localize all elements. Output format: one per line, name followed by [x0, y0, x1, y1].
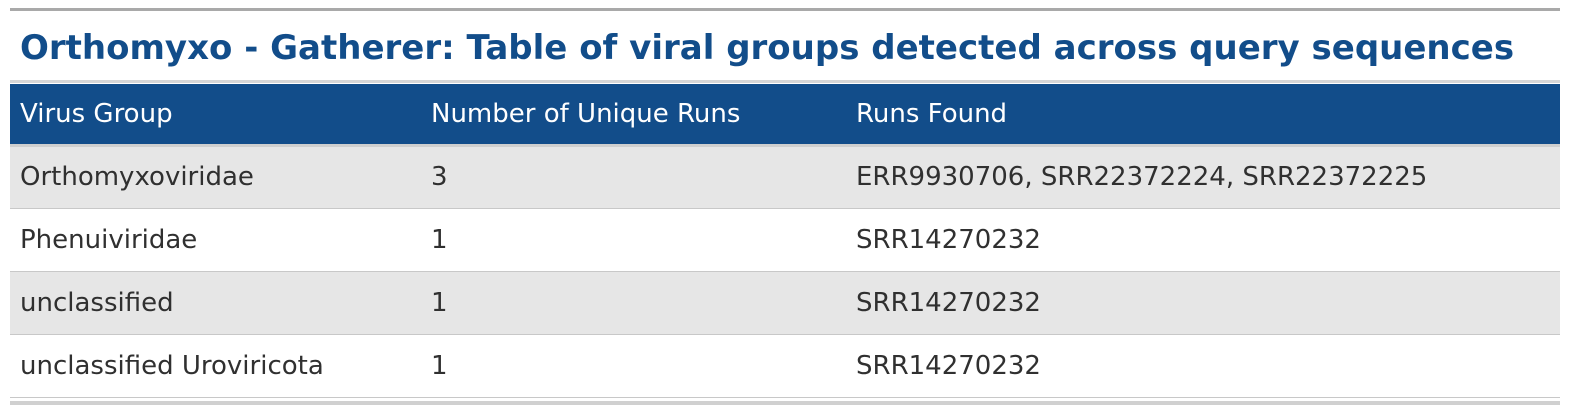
top-divider — [10, 8, 1560, 11]
viral-groups-table: Virus Group Number of Unique Runs Runs F… — [10, 84, 1560, 398]
table-body: Orthomyxoviridae 3 ERR9930706, SRR223722… — [10, 145, 1560, 397]
title-divider — [10, 80, 1560, 83]
cell-runs-found: SRR14270232 — [856, 350, 1041, 381]
table-row: Orthomyxoviridae 3 ERR9930706, SRR223722… — [10, 145, 1560, 208]
table-header: Virus Group Number of Unique Runs Runs F… — [10, 84, 1560, 145]
page-title: Orthomyxo - Gatherer: Table of viral gro… — [20, 28, 1515, 68]
bottom-divider — [10, 401, 1560, 405]
table-row: unclassified Uroviricota 1 SRR14270232 — [10, 334, 1560, 397]
cell-virus-group: unclassified — [20, 287, 174, 318]
table-header-row: Virus Group Number of Unique Runs Runs F… — [10, 84, 1560, 145]
cell-virus-group: Orthomyxoviridae — [20, 162, 254, 192]
table-row: Phenuiviridae 1 SRR14270232 — [10, 208, 1560, 271]
cell-unique-runs: 3 — [431, 162, 448, 192]
column-header-unique-runs[interactable]: Number of Unique Runs — [431, 98, 741, 129]
cell-virus-group: unclassified Uroviricota — [20, 350, 324, 381]
cell-virus-group: Phenuiviridae — [20, 224, 198, 255]
column-header-runs-found[interactable]: Runs Found — [856, 98, 1008, 129]
cell-runs-found: SRR14270232 — [856, 224, 1041, 255]
cell-unique-runs: 1 — [431, 224, 448, 255]
table-row: unclassified 1 SRR14270232 — [10, 271, 1560, 334]
cell-unique-runs: 1 — [431, 350, 448, 381]
cell-unique-runs: 1 — [431, 287, 448, 318]
cell-runs-found: ERR9930706, SRR22372224, SRR22372225 — [856, 162, 1428, 192]
cell-runs-found: SRR14270232 — [856, 287, 1041, 318]
column-header-virus-group[interactable]: Virus Group — [20, 98, 173, 129]
